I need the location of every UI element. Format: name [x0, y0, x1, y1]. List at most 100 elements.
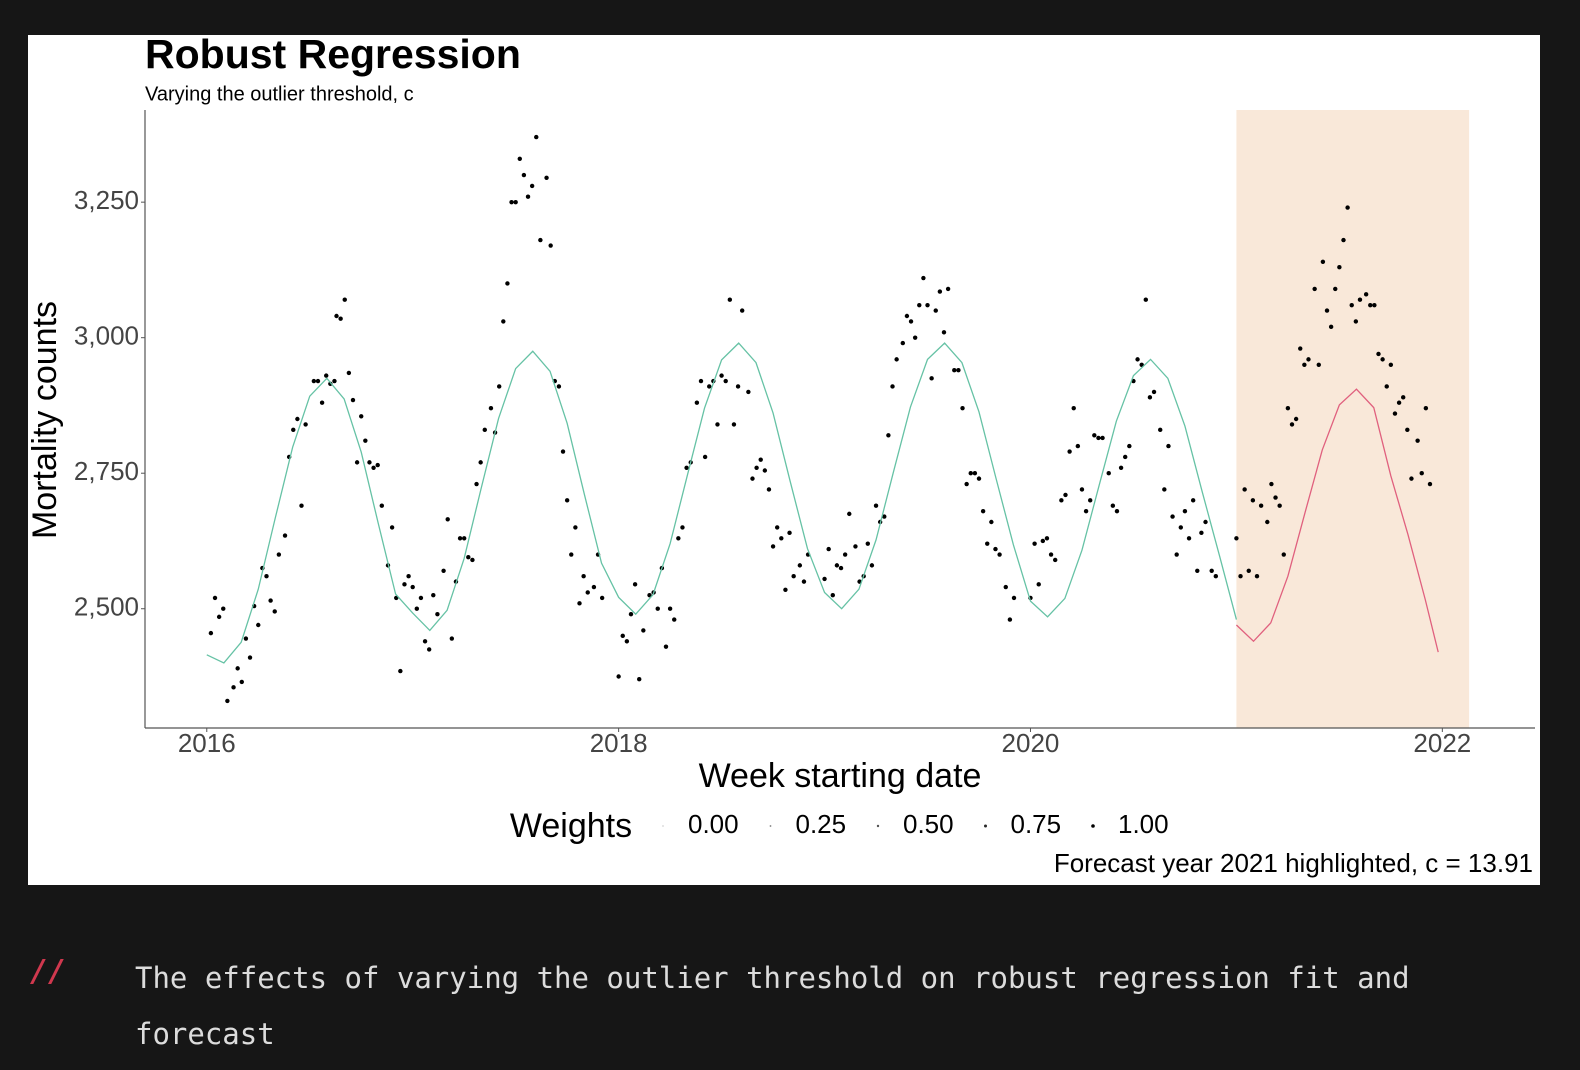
data-point	[1277, 503, 1282, 508]
legend-label: 1.00	[1118, 809, 1169, 839]
data-point	[826, 546, 831, 552]
data-point	[1075, 443, 1081, 449]
data-point	[1036, 582, 1041, 587]
data-point	[402, 582, 407, 587]
data-point	[445, 517, 450, 522]
data-point	[1269, 481, 1274, 487]
legend-label: 0.00	[688, 809, 739, 839]
data-point	[655, 606, 660, 611]
data-point	[449, 636, 455, 641]
data-point	[272, 609, 277, 614]
data-point	[332, 378, 337, 384]
legend-title: Weights	[510, 807, 632, 845]
data-point	[1246, 568, 1251, 573]
data-point	[746, 389, 751, 395]
data-point	[1118, 465, 1124, 470]
data-point	[1110, 503, 1116, 508]
data-point	[1186, 536, 1192, 541]
data-point	[1345, 205, 1350, 210]
data-point	[637, 677, 642, 682]
data-point	[216, 614, 222, 620]
data-point	[1333, 286, 1338, 292]
data-point	[367, 460, 372, 465]
data-point	[758, 457, 763, 462]
data-point	[418, 595, 424, 601]
data-point	[917, 302, 922, 308]
data-point	[1415, 438, 1420, 443]
data-point	[334, 313, 339, 319]
data-point	[581, 574, 586, 579]
data-point	[680, 525, 685, 530]
data-point	[243, 636, 249, 641]
data-point	[521, 172, 527, 178]
data-point	[398, 668, 403, 674]
data-point	[1199, 530, 1204, 536]
data-point	[1123, 454, 1128, 460]
data-point	[1380, 357, 1385, 362]
data-point	[324, 373, 329, 378]
data-point	[912, 335, 918, 340]
y-tick-label: 2,750	[74, 456, 139, 486]
data-point	[1298, 346, 1303, 351]
y-tick-label: 3,000	[74, 321, 139, 351]
data-point	[585, 590, 590, 595]
data-point	[797, 563, 803, 568]
data-point	[225, 698, 230, 704]
data-point	[707, 384, 712, 389]
y-tick-label: 3,250	[74, 185, 139, 215]
data-point	[319, 400, 325, 405]
data-point	[1143, 297, 1149, 302]
data-point	[886, 433, 891, 438]
data-point	[873, 503, 879, 508]
x-tick-label: 2016	[178, 728, 236, 758]
data-point	[599, 595, 605, 601]
data-point	[1376, 351, 1381, 357]
data-point	[968, 471, 973, 476]
data-point	[534, 134, 539, 140]
data-point	[1190, 498, 1196, 503]
data-point	[616, 674, 621, 679]
data-point	[1114, 508, 1120, 514]
data-point	[544, 175, 549, 180]
data-point	[727, 297, 733, 302]
chart: Robust Regression Varying the outlier th…	[26, 31, 1540, 885]
data-point	[1178, 525, 1184, 530]
data-point	[1368, 302, 1373, 308]
data-point	[1337, 265, 1342, 270]
data-point	[1088, 498, 1093, 503]
data-point	[1328, 324, 1334, 330]
data-point	[1289, 422, 1295, 427]
data-point	[299, 503, 304, 508]
data-point	[1419, 471, 1424, 476]
chart-subtitle: Varying the outlier threshold, c	[145, 83, 414, 105]
data-point	[754, 465, 759, 470]
data-point	[641, 628, 646, 633]
data-point	[838, 565, 844, 571]
data-point	[1011, 595, 1017, 601]
data-point	[1357, 297, 1363, 302]
data-point	[890, 384, 895, 389]
data-point	[1405, 427, 1410, 433]
data-point	[787, 530, 792, 536]
data-point	[853, 544, 858, 549]
data-point	[731, 422, 737, 427]
data-point	[834, 563, 840, 568]
data-point	[560, 449, 566, 454]
data-point	[1096, 435, 1101, 441]
data-point	[509, 199, 514, 205]
data-point	[501, 319, 506, 324]
data-point	[847, 511, 852, 517]
data-point	[354, 460, 360, 465]
legend-marker	[876, 824, 880, 828]
data-point	[779, 536, 784, 541]
data-point	[985, 541, 990, 546]
data-point	[342, 297, 347, 302]
data-point	[941, 330, 947, 335]
caption: The effects of varying the outlier thres…	[135, 961, 1410, 1051]
data-point	[1071, 405, 1076, 411]
data-point	[303, 422, 308, 427]
x-tick-label: 2018	[590, 728, 648, 758]
data-point	[925, 302, 930, 308]
data-point	[791, 574, 796, 579]
data-point	[698, 378, 704, 384]
